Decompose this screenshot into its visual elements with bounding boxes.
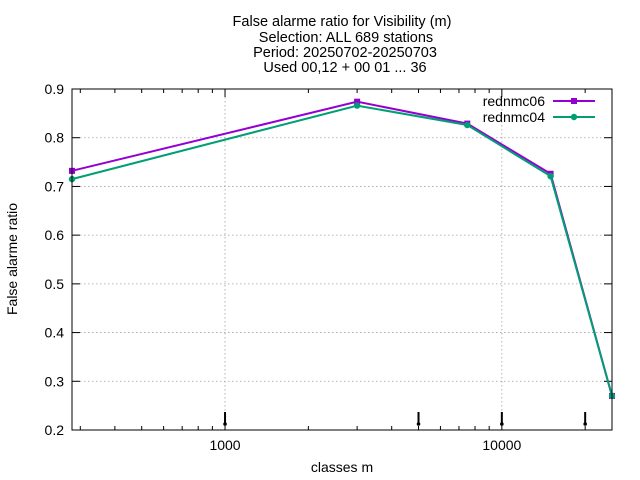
x-axis-label: classes m — [311, 459, 373, 475]
x-tick-label: 1000 — [209, 437, 240, 453]
y-tick-label: 0.4 — [45, 325, 65, 341]
title-line-2: Selection: ALL 689 stations — [259, 30, 433, 46]
series-line — [71, 104, 613, 397]
data-point — [354, 98, 361, 105]
grid-lines — [72, 89, 612, 430]
y-tick-label: 0.6 — [45, 227, 65, 243]
sample-markers — [223, 412, 587, 426]
x-tick-label: 10000 — [482, 437, 521, 453]
legend-label: rednmc04 — [483, 109, 545, 125]
data-point — [353, 102, 361, 109]
legend-label: rednmc06 — [483, 93, 545, 109]
axis-ticks — [72, 88, 612, 431]
title-line-3: Period: 20250702-20250703 — [253, 45, 437, 61]
chart-title: False alarme ratio for Visibility (m) Se… — [233, 14, 452, 76]
plot-frame — [71, 88, 613, 431]
sample-marker — [583, 412, 587, 426]
sample-marker — [223, 412, 227, 426]
legend-swatch-marker — [570, 113, 578, 121]
data-point — [547, 172, 554, 180]
y-tick-label: 0.9 — [45, 81, 65, 97]
title-line-1: False alarme ratio for Visibility (m) — [233, 14, 452, 30]
series-group — [68, 98, 616, 400]
sample-marker — [416, 412, 421, 426]
legend-item-rednmc06[interactable]: rednmc06 — [483, 93, 595, 109]
y-tick-label: 0.5 — [45, 276, 65, 292]
tick-labels: 0.2 0.3 0.4 0.5 0.6 0.7 0.8 0.9 1000 10000 — [45, 81, 522, 453]
y-tick-label: 0.7 — [45, 178, 65, 194]
y-tick-label: 0.2 — [45, 422, 65, 438]
legend-item-rednmc04[interactable]: rednmc04 — [483, 109, 595, 125]
series-rednmc04 — [68, 102, 616, 400]
y-tick-label: 0.8 — [45, 130, 65, 146]
sample-marker — [500, 412, 504, 426]
y-axis-label: False alarme ratio — [4, 203, 20, 315]
series-line — [71, 100, 613, 397]
y-tick-label: 0.3 — [45, 373, 65, 389]
title-line-4: Used 00,12 + 00 01 ... 36 — [263, 60, 426, 76]
data-point — [464, 121, 471, 129]
series-rednmc06 — [69, 98, 615, 399]
legend-swatch-marker — [571, 98, 577, 104]
